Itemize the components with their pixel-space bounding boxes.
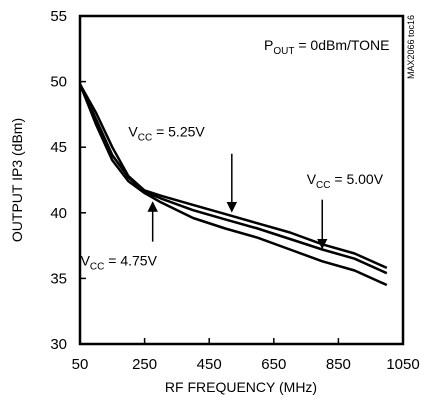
series-label-3: VCC = 4.75V	[81, 252, 158, 272]
series-line-3	[78, 83, 388, 287]
series-annotations: VCC = 5.25V VCC = 5.00V VCC = 4.75V	[81, 124, 384, 273]
figure-code-label: MAX2066 toc16	[406, 15, 416, 79]
y-tick-label: 35	[50, 270, 67, 287]
x-tick-label: 1050	[386, 356, 419, 373]
x-tick-label: 650	[261, 356, 286, 373]
y-axis-ticks: 30 35 40 45 50 55	[50, 8, 86, 353]
y-tick-label: 45	[50, 139, 67, 156]
y-tick-label: 40	[50, 205, 67, 222]
y-tick-label: 55	[50, 8, 67, 25]
condition-label: POUT = 0dBm/TONE	[264, 37, 390, 57]
plot-frame	[78, 14, 405, 346]
x-axis-ticks: 50 250 450 650 850 1050	[72, 338, 420, 373]
y-tick-label: 50	[50, 74, 67, 91]
x-axis-label: RF FREQUENCY (MHz)	[165, 379, 317, 395]
x-tick-label: 450	[197, 356, 222, 373]
x-tick-label: 50	[72, 356, 89, 373]
series-label-2: VCC = 5.00V	[307, 171, 384, 191]
y-tick-label: 30	[50, 336, 67, 353]
series-label-1: VCC = 5.25V	[128, 124, 205, 144]
x-tick-label: 250	[132, 356, 157, 373]
y-axis-label: OUTPUT IP3 (dBm)	[9, 118, 25, 242]
series-line-2	[78, 83, 388, 275]
x-tick-label: 850	[326, 356, 351, 373]
